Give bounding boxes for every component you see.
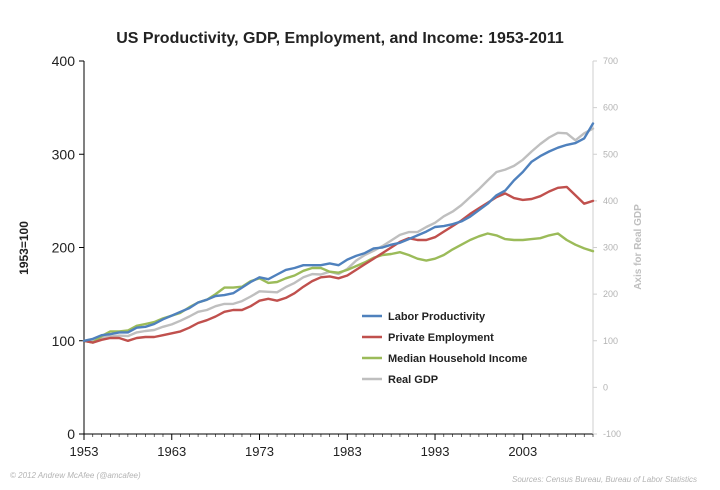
x-tick-label: 1963 xyxy=(157,444,186,459)
y2-tick-label: 600 xyxy=(603,103,618,113)
legend: Labor Productivity Private Employment Medi… xyxy=(362,311,527,386)
y2-axis-label: Axis for Real GDP xyxy=(633,204,644,290)
y-axis-label: 1953=100 xyxy=(17,221,31,275)
legend-label: Real GDP xyxy=(388,374,438,386)
x-tick-label: 1993 xyxy=(421,444,450,459)
legend-label: Private Employment xyxy=(388,332,494,344)
sources-text: Sources: Census Bureau, Bureau of Labor … xyxy=(512,475,697,484)
y-tick-label: 200 xyxy=(52,240,76,256)
legend-label: Labor Productivity xyxy=(388,311,486,323)
x-tick-label: 1973 xyxy=(245,444,274,459)
x-tick-label: 2003 xyxy=(508,444,537,459)
y2-tick-label: 100 xyxy=(603,336,618,346)
chart-title: US Productivity, GDP, Employment, and In… xyxy=(116,30,564,47)
y-tick-label: 400 xyxy=(52,53,76,69)
y2-tick-label: 0 xyxy=(603,382,608,392)
x-tick-label: 1983 xyxy=(333,444,362,459)
y2-tick-label: 300 xyxy=(603,243,618,253)
series-line-real-gdp xyxy=(82,127,595,343)
y2-tick-label: 200 xyxy=(603,289,618,299)
y-tick-label: 0 xyxy=(67,426,75,442)
series-line-labor-productivity xyxy=(82,122,595,342)
credit-text: © 2012 Andrew McAfee (@amcafee) xyxy=(10,471,141,480)
x-tick-label: 1953 xyxy=(70,444,99,459)
y2-tick-label: 500 xyxy=(603,149,618,159)
series-line-private-employment xyxy=(82,185,595,344)
y2-tick-label: 700 xyxy=(603,56,618,66)
legend-label: Median Household Income xyxy=(388,353,527,365)
series-line-median-household-income xyxy=(82,232,595,344)
y2-tick-label: 400 xyxy=(603,196,618,206)
y-tick-label: 100 xyxy=(52,333,76,349)
y2-tick-label: -100 xyxy=(603,429,621,439)
y-tick-label: 300 xyxy=(52,146,76,162)
